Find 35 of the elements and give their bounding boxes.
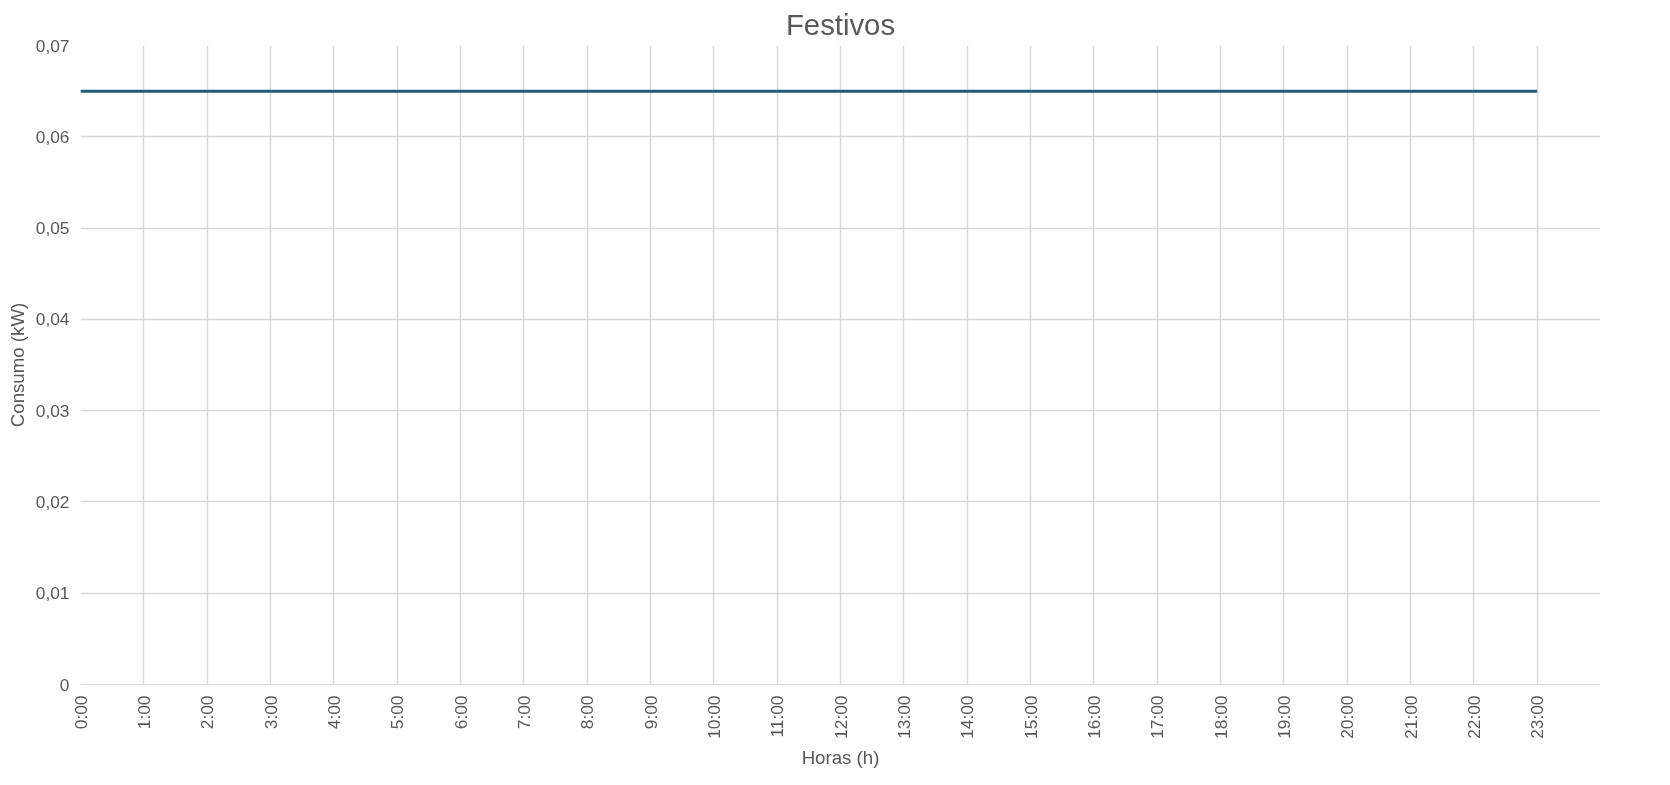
- x-tick-label: 17:00: [1147, 695, 1168, 739]
- y-tick-label: 0,04: [35, 309, 70, 330]
- y-tick-label: 0,05: [35, 218, 70, 239]
- y-axis-title: Consumo (kW): [6, 302, 28, 428]
- y-tick-label: 0,02: [35, 491, 70, 512]
- x-tick-label: 5:00: [387, 695, 408, 730]
- x-tick-label: 1:00: [133, 695, 154, 730]
- y-tick-label: 0,03: [35, 400, 70, 421]
- chart-title: Festivos: [785, 7, 896, 41]
- x-tick-label: 0:00: [70, 695, 91, 730]
- x-tick-label: 15:00: [1020, 695, 1041, 739]
- x-tick-label: 13:00: [893, 695, 914, 739]
- x-tick-label: 3:00: [260, 695, 281, 730]
- x-tick-label: 10:00: [703, 695, 724, 739]
- x-tick-label: 8:00: [577, 695, 598, 730]
- x-tick-label: 16:00: [1083, 695, 1104, 739]
- x-tick-label: 9:00: [640, 695, 661, 730]
- x-tick-label: 2:00: [197, 695, 218, 730]
- x-tick-label: 19:00: [1273, 695, 1294, 739]
- x-tick-label: 6:00: [450, 695, 471, 730]
- y-tick-label: 0,06: [35, 126, 70, 147]
- x-tick-label: 12:00: [830, 695, 851, 739]
- x-tick-label: 18:00: [1210, 695, 1231, 739]
- x-tick-label: 22:00: [1463, 695, 1484, 739]
- y-tick-label: 0,01: [35, 583, 70, 604]
- x-tick-label: 4:00: [323, 695, 344, 730]
- x-tick-label: 11:00: [767, 695, 788, 738]
- x-tick-label: 23:00: [1527, 695, 1548, 739]
- x-tick-label: 14:00: [957, 695, 978, 739]
- x-axis-title: Horas (h): [801, 746, 880, 768]
- y-tick-label: 0: [59, 674, 70, 695]
- x-tick-label: 21:00: [1400, 695, 1421, 739]
- y-tick-label: 0,07: [35, 35, 70, 56]
- x-tick-label: 7:00: [513, 695, 534, 730]
- x-tick-label: 20:00: [1337, 695, 1358, 739]
